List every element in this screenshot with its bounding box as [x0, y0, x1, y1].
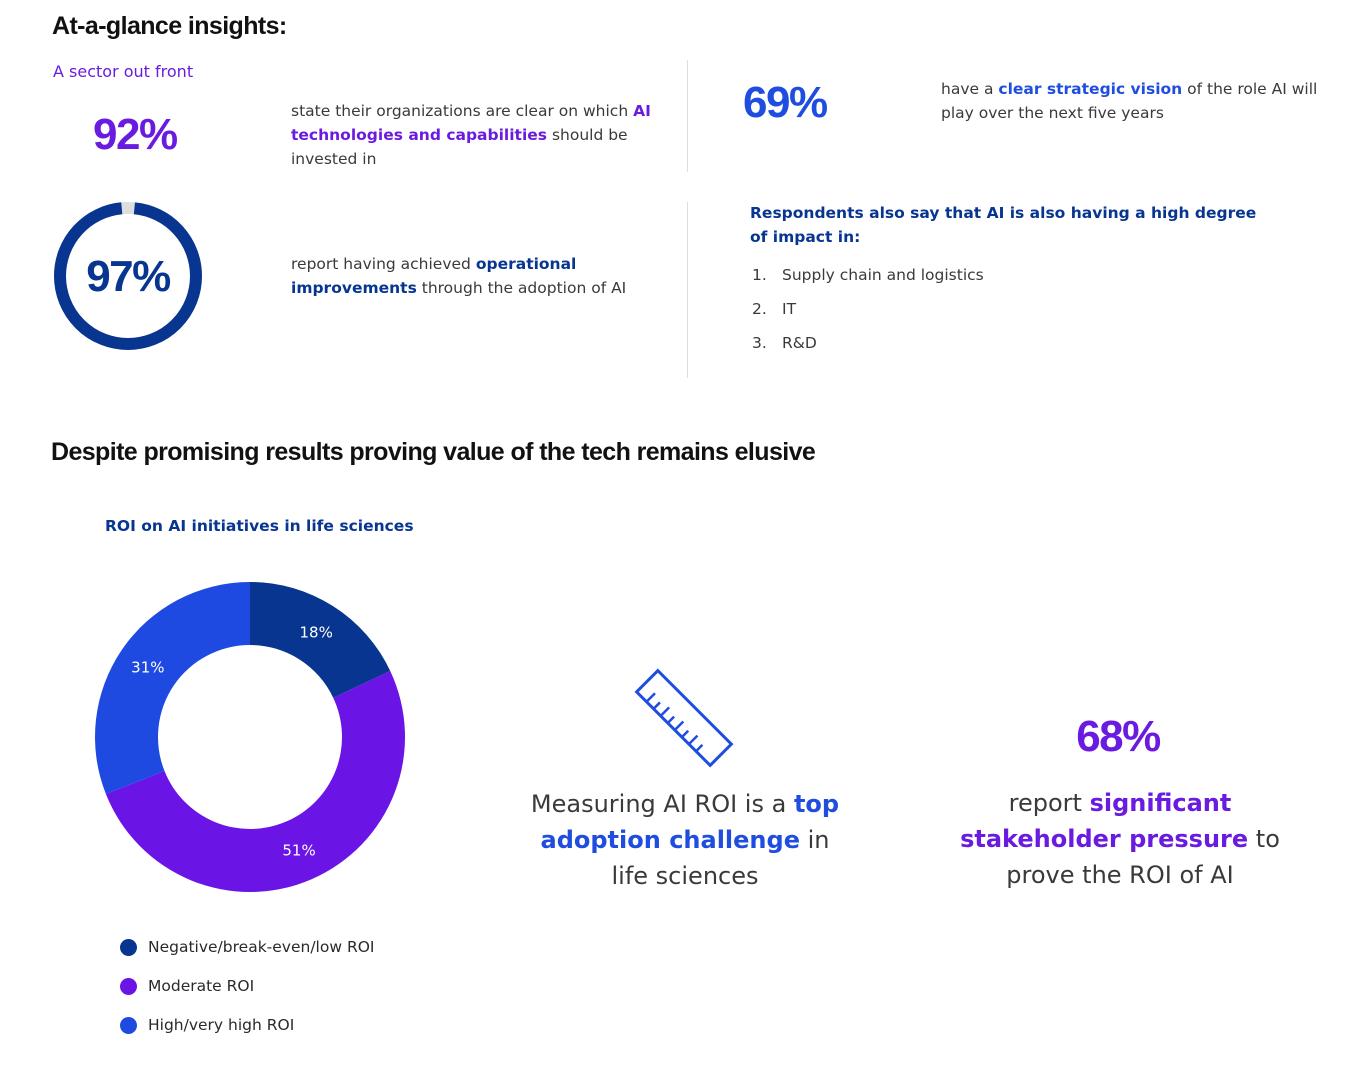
impact-list: 1. Supply chain and logistics 2. IT 3. R&D	[752, 266, 984, 368]
slice-label: 31%	[131, 659, 164, 677]
stat-92-value: 92%	[93, 110, 178, 159]
stat-97-value: 97%	[86, 252, 171, 301]
stat-68-value: 68%	[1076, 712, 1161, 761]
stat-69-text: have a clear strategic vision of the rol…	[941, 80, 1318, 122]
legend-swatch	[120, 938, 137, 956]
donut-slice	[250, 582, 391, 698]
legend-item-low: Negative/break-even/low ROI	[120, 938, 374, 956]
roi-challenge-text: Measuring AI ROI is a top adoption chall…	[530, 790, 840, 890]
legend-swatch	[120, 977, 137, 995]
divider-bottom	[687, 202, 688, 378]
impact-heading: Respondents also say that AI is also hav…	[750, 204, 1257, 246]
section2-title: Despite promising results proving value …	[51, 438, 816, 466]
legend-item-high: High/very high ROI	[120, 1016, 294, 1034]
donut-slice	[94, 582, 250, 795]
slice-label: 18%	[300, 624, 333, 642]
list-item: 1. Supply chain and logistics	[752, 266, 984, 284]
sector-label: A sector out front	[53, 62, 194, 81]
chart-title: ROI on AI initiatives in life sciences	[105, 517, 414, 535]
slice-label: 51%	[282, 841, 315, 859]
stat-92-text: state their organizations are clear on w…	[291, 102, 651, 168]
roi-donut-chart: 18% 51% 31%	[94, 582, 406, 893]
stat-97-ring	[54, 202, 202, 350]
ruler-icon	[634, 668, 734, 768]
divider-top	[687, 60, 688, 172]
list-item: 3. R&D	[752, 334, 817, 352]
stat-68-text: report significant stakeholder pressure …	[960, 789, 1280, 889]
page-title: At-a-glance insights:	[52, 12, 287, 40]
legend-swatch	[120, 1016, 137, 1034]
legend-item-moderate: Moderate ROI	[120, 977, 254, 995]
ring-fill	[54, 202, 202, 350]
stat-69-value: 69%	[743, 78, 828, 127]
donut-slice	[105, 671, 406, 893]
stat-97-text: report having achieved operational impro…	[291, 255, 627, 297]
list-item: 2. IT	[752, 300, 797, 318]
